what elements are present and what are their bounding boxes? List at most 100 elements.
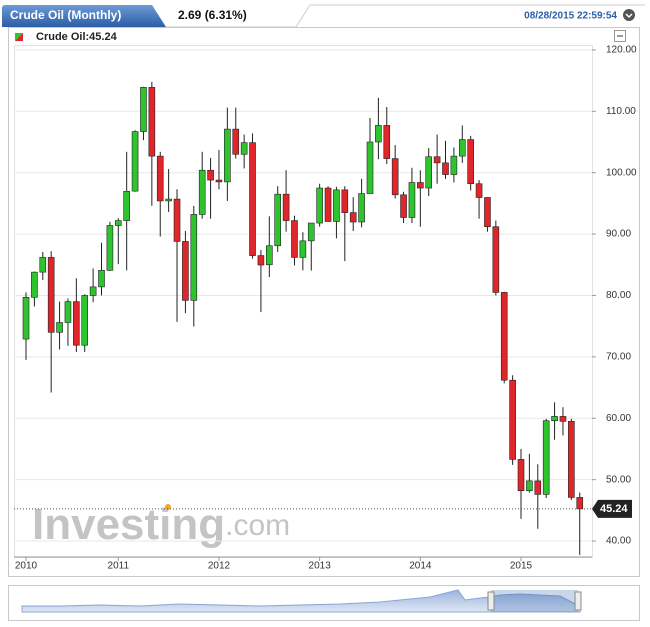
candle-body — [433, 156, 441, 164]
candle-body — [324, 187, 332, 222]
candle-body — [39, 257, 47, 273]
candle-body — [47, 257, 55, 333]
candle-body — [484, 197, 491, 228]
legend-icon-down — [15, 33, 23, 41]
candle-body — [56, 322, 63, 333]
candle-body — [291, 220, 298, 258]
x-tick-label: 2010 — [15, 561, 38, 572]
candle-body — [114, 220, 122, 226]
candle-body — [500, 292, 508, 381]
candle-body — [375, 125, 382, 143]
candle-body — [224, 128, 231, 183]
candle-body — [266, 245, 273, 266]
x-tick-label: 2015 — [510, 561, 533, 572]
candle-body — [98, 270, 105, 288]
candle-body — [408, 182, 416, 218]
y-tick-label: 110.00 — [606, 106, 636, 117]
candle-body — [274, 193, 282, 247]
candle-body — [475, 183, 483, 198]
navigator-frame — [8, 585, 640, 621]
header-title: Crude Oil (Monthly) — [10, 8, 121, 22]
candle-body — [257, 255, 265, 266]
candle-body — [450, 155, 458, 175]
candle-body — [240, 142, 248, 155]
legend: Crude Oil:45.24 — [36, 31, 118, 43]
navigator-area — [21, 589, 581, 613]
candle-body — [341, 189, 349, 213]
candle-body — [140, 87, 147, 132]
candle-body — [156, 155, 164, 202]
candle-body — [22, 297, 30, 340]
watermark-main: Investing — [32, 500, 225, 549]
navigator-handle-right[interactable] — [574, 591, 582, 611]
candle-body — [207, 169, 214, 181]
candle-body — [316, 187, 323, 224]
x-tick-label: 2014 — [409, 561, 432, 572]
candle-body — [190, 214, 198, 301]
candle-body — [551, 416, 558, 422]
candle-body — [517, 459, 525, 491]
candle-body — [526, 480, 533, 491]
candle-body — [81, 295, 89, 346]
candle-body — [31, 271, 38, 298]
candle-body — [458, 139, 466, 157]
candle-body — [123, 190, 130, 221]
candle-body — [534, 480, 542, 495]
candle-body — [232, 128, 240, 155]
candle-body — [383, 125, 391, 159]
candle-body — [568, 421, 575, 498]
watermark-dot — [165, 504, 171, 510]
settings-button[interactable] — [623, 9, 635, 21]
candle-body — [64, 301, 72, 323]
candle-body — [400, 194, 407, 218]
candle-body — [509, 379, 516, 460]
candle-body — [307, 222, 315, 242]
candle-body — [249, 142, 256, 256]
candle-body — [73, 301, 80, 346]
candle-body — [282, 193, 290, 221]
watermark-suffix: .com — [225, 509, 290, 542]
candle-body — [492, 226, 500, 293]
y-tick-label: 50.00 — [606, 474, 631, 485]
navigator-handle-left[interactable] — [487, 591, 495, 611]
header-change: 2.69 (6.31%) — [178, 8, 247, 22]
y-tick-label: 60.00 — [606, 413, 631, 424]
candle-body — [576, 497, 584, 510]
watermark: Investing.com — [32, 500, 290, 549]
header-tab — [2, 5, 166, 27]
candle-body — [106, 225, 114, 271]
settings-icon — [625, 13, 633, 19]
x-tick-label: 2011 — [108, 561, 130, 572]
y-tick-label: 70.00 — [606, 352, 631, 363]
last-price-box — [592, 499, 632, 518]
candle-body — [198, 169, 206, 215]
y-tick-label: 90.00 — [606, 229, 631, 240]
plot-area — [14, 45, 593, 558]
candle-body — [467, 139, 474, 185]
candle-body — [425, 156, 433, 189]
y-tick-label: 100.00 — [606, 167, 637, 178]
candle-body — [442, 162, 449, 175]
candle-body — [299, 240, 307, 258]
candle-body — [559, 416, 567, 422]
candle-body — [131, 131, 139, 192]
x-tick-label: 2013 — [309, 561, 332, 572]
candle-body — [148, 87, 156, 157]
candle-body — [333, 189, 340, 222]
candle-body — [215, 179, 223, 183]
candle-body — [542, 420, 550, 495]
x-tick-label: 2012 — [208, 561, 231, 572]
candle-body — [182, 241, 189, 301]
candle-body — [358, 193, 365, 223]
candle-body — [417, 182, 424, 189]
candle-body — [89, 286, 97, 296]
navigator-selection[interactable] — [491, 590, 578, 612]
y-tick-label: 40.00 — [606, 536, 631, 547]
y-tick-label: 120.00 — [606, 45, 637, 56]
last-price-label: 45.24 — [600, 503, 628, 515]
y-tick-label: 80.00 — [606, 290, 631, 301]
candle-body — [173, 198, 181, 242]
candle-body — [391, 158, 399, 196]
candle-body — [366, 141, 374, 194]
